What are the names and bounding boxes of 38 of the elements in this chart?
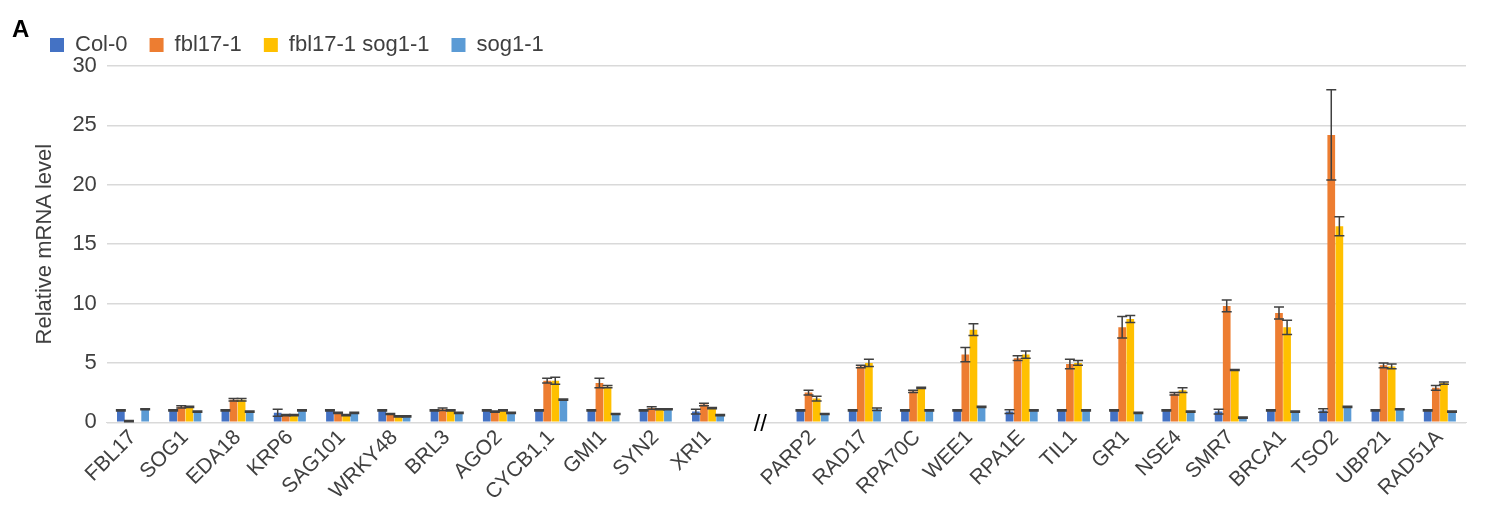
bar [1440, 383, 1448, 422]
bar [1021, 354, 1030, 422]
bar [1118, 327, 1127, 422]
bar [1327, 134, 1336, 422]
bar [551, 380, 560, 422]
y-tick-label: 25 [72, 111, 97, 137]
y-tick-label: 15 [72, 230, 97, 256]
y-tick-label: 20 [72, 170, 97, 196]
text: A [12, 14, 30, 42]
bar [543, 380, 551, 422]
bar [1066, 364, 1074, 422]
y-tick-label: 0 [84, 408, 97, 434]
legend-label: fbl17-1 sog1-1 [288, 31, 430, 57]
bar [873, 409, 881, 422]
legend-label: fbl17-1 [174, 31, 242, 57]
y-tick-label: 5 [84, 348, 97, 374]
x-tick-label: GR1 [1086, 424, 1134, 472]
x-tick-label: TIL1 [1034, 424, 1081, 471]
bar [1230, 370, 1239, 422]
bar [1379, 365, 1388, 422]
bar [865, 362, 873, 422]
y-tick-label: 10 [72, 289, 97, 315]
bar [1431, 387, 1440, 422]
bar [1275, 313, 1283, 422]
bar [909, 391, 917, 422]
bar [1448, 411, 1456, 422]
bar [708, 408, 716, 422]
bar [961, 354, 970, 422]
bar [1126, 318, 1135, 422]
bar [1222, 305, 1231, 422]
bar [1074, 362, 1082, 422]
bar [917, 387, 926, 422]
bar [1283, 327, 1291, 422]
bar [1335, 226, 1344, 422]
annotation: // [753, 408, 768, 436]
legend-label: sog1-1 [476, 31, 544, 57]
y-axis-title: Relative mRNA level [31, 143, 57, 345]
bar [856, 366, 865, 422]
